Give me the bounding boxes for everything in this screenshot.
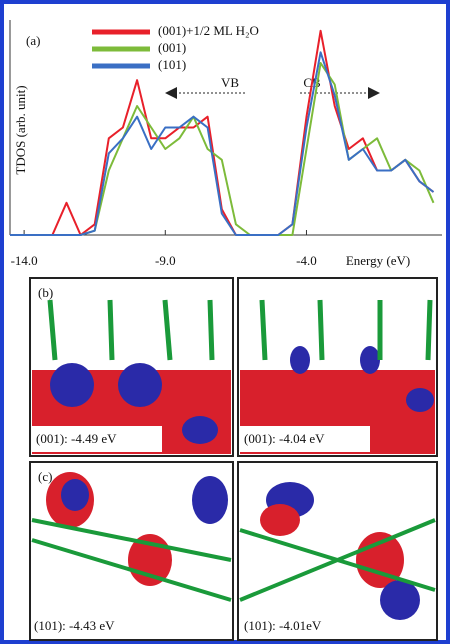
legend-label: (001)+1/2 ML H₂O — [158, 23, 259, 38]
y-axis-label: TDOS (arb. unit) — [13, 85, 28, 174]
panel-caption: (101): -4.01eV — [244, 618, 322, 633]
panel-tag: (c) — [38, 469, 52, 484]
panel-label: (a) — [26, 33, 40, 48]
x-axis-label: Energy (eV) — [346, 253, 410, 268]
panel-caption: (001): -4.04 eV — [244, 431, 325, 446]
figure: (a) TDOS (arb. unit) Energy (eV) VB CB -… — [0, 0, 450, 644]
panel-caption: (101): -4.43 eV — [34, 618, 115, 633]
panel-caption: (001): -4.49 eV — [36, 431, 117, 446]
x-tick-label: -14.0 — [11, 253, 38, 268]
legend-label: (101) — [158, 57, 186, 72]
x-tick-label: -4.0 — [296, 253, 317, 268]
x-tick-label: -9.0 — [155, 253, 176, 268]
legend-label: (001) — [158, 40, 186, 55]
vb-label: VB — [221, 75, 239, 90]
panel-tag: (b) — [38, 285, 53, 300]
